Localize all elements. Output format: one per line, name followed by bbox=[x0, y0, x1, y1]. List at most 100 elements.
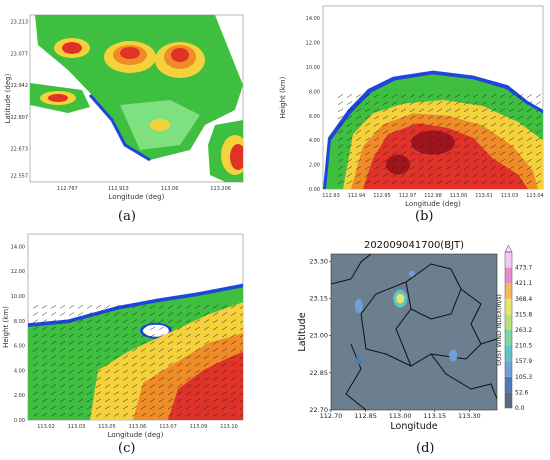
y-tick-b: 2.00 bbox=[309, 163, 320, 169]
field-c bbox=[28, 283, 243, 420]
chart-c: 113.02 113.03 113.05 113.06 113.07 113.09 113.… bbox=[2, 233, 244, 439]
colorbar-tick: 210.5 bbox=[515, 343, 532, 350]
x-tick-b: 112.95 bbox=[373, 193, 391, 199]
y-tick-b: 4.00 bbox=[309, 138, 320, 144]
chart-d: 112.70 112.85 113.00 113.15 113.30 22.70 22.85… bbox=[297, 240, 532, 432]
wind-barbs-c bbox=[32, 305, 243, 417]
y-tick-c: 6.00 bbox=[14, 344, 25, 350]
colorbar-label: GUST WIND INDEX(m/s) bbox=[496, 294, 503, 366]
x-tick-a: 112.913 bbox=[108, 186, 129, 192]
y-tick-d: 23.00 bbox=[309, 332, 328, 340]
boundary-inner2-d bbox=[395, 308, 412, 367]
x-label-d: Longitude bbox=[390, 421, 437, 432]
colorbar-segment bbox=[505, 252, 512, 268]
field-a bbox=[30, 15, 243, 182]
colorbar-tick: 105.3 bbox=[515, 374, 532, 381]
caption-c: (c) bbox=[118, 441, 136, 456]
colorbar-segment bbox=[505, 392, 512, 408]
cell-a3-red bbox=[171, 48, 189, 62]
colorbar-segment bbox=[505, 283, 512, 299]
colorbar-tick: 368.4 bbox=[515, 296, 532, 303]
panel-b: 112.93 112.94 112.95 112.97 112.98 113.00 113.… bbox=[275, 0, 550, 230]
x-tick-a: 113.06 bbox=[161, 186, 179, 192]
field-b bbox=[323, 70, 543, 189]
colorbar-segment bbox=[505, 298, 512, 315]
colorbar-tick: 473.7 bbox=[515, 265, 532, 272]
colorbar-tick: 263.2 bbox=[515, 327, 532, 334]
x-tick-a: 112.767 bbox=[57, 186, 78, 192]
map-field-d bbox=[331, 254, 497, 410]
y-tick-a: 22.557 bbox=[11, 174, 29, 180]
cell-a4-red bbox=[48, 94, 68, 102]
core-b1 bbox=[411, 130, 455, 155]
y-tick-b: 14.00 bbox=[306, 16, 320, 22]
x-tick-d: 113.30 bbox=[458, 412, 481, 420]
y-tick-a: 23.213 bbox=[11, 19, 29, 25]
y-tick-c: 14.00 bbox=[11, 244, 25, 250]
edge-blue-a bbox=[88, 94, 151, 162]
y-tick-c: 10.00 bbox=[11, 294, 25, 300]
y-label-c: Height (km) bbox=[2, 306, 10, 348]
core-b2 bbox=[386, 154, 410, 175]
panel-d: 112.70 112.85 113.00 113.15 113.30 22.70 22.85… bbox=[275, 230, 550, 460]
y-tick-b: 8.00 bbox=[309, 89, 320, 95]
x-tick-c: 113.07 bbox=[159, 424, 177, 430]
x-label-a: Longitude (deg) bbox=[109, 193, 165, 201]
chart-b: 112.93 112.94 112.95 112.97 112.98 113.00 113.… bbox=[279, 5, 544, 208]
gust-cell-1-core bbox=[396, 293, 405, 304]
x-tick-c: 113.03 bbox=[68, 424, 86, 430]
y-label-b: Height (km) bbox=[279, 76, 287, 118]
cell-a6-yellow bbox=[150, 119, 170, 131]
colorbar-arrow bbox=[504, 244, 513, 253]
cell-a5-red bbox=[230, 144, 243, 170]
colorbar-tick: 0.0 bbox=[515, 405, 525, 412]
x-tick-b: 113.00 bbox=[450, 193, 468, 199]
y-tick-c: 8.00 bbox=[14, 319, 25, 325]
echo-red-c bbox=[168, 351, 243, 420]
y-tick-c: 4.00 bbox=[14, 368, 25, 374]
chart-title-d: 202009041700(BJT) bbox=[364, 240, 464, 251]
y-tick-a: 22.942 bbox=[11, 83, 29, 89]
colorbar-tick: 421.1 bbox=[515, 280, 532, 287]
y-label-a: Latitude (deg) bbox=[4, 73, 12, 123]
y-label-d: Latitude bbox=[297, 312, 308, 351]
panel-c: 113.02 113.03 113.05 113.06 113.07 113.09 113.… bbox=[0, 230, 275, 460]
colorbar-segment bbox=[505, 376, 512, 393]
y-tick-b: 12.00 bbox=[306, 41, 320, 47]
colorbar-segment bbox=[505, 314, 512, 330]
colorbar-segment bbox=[505, 267, 512, 284]
y-tick-b: 6.00 bbox=[309, 114, 320, 120]
y-tick-a: 23.077 bbox=[11, 51, 29, 57]
colorbar-segment bbox=[505, 361, 512, 377]
colorbar-tick: 315.8 bbox=[515, 311, 532, 318]
x-tick-b: 112.93 bbox=[322, 193, 340, 199]
x-tick-b: 112.94 bbox=[348, 193, 366, 199]
y-tick-c: 12.00 bbox=[11, 269, 25, 275]
boundary-e-d bbox=[480, 338, 497, 345]
x-tick-a: 113.206 bbox=[210, 186, 231, 192]
y-tick-c: 0.00 bbox=[14, 418, 25, 424]
y-tick-a: 22.807 bbox=[11, 115, 29, 121]
boundary-nw-d bbox=[331, 254, 372, 285]
gust-cell-3 bbox=[449, 349, 458, 362]
x-label-b: Longitude (deg) bbox=[405, 200, 461, 208]
colorbar-tick: 157.9 bbox=[515, 358, 532, 365]
gust-cell-5 bbox=[355, 356, 362, 365]
x-tick-b: 113.03 bbox=[501, 193, 519, 199]
x-tick-b: 113.01 bbox=[475, 193, 493, 199]
chart-a: 112.767 112.913 113.06 113.206 23.213 23.077 2… bbox=[4, 14, 244, 201]
caption-d: (d) bbox=[416, 441, 435, 456]
x-tick-d: 112.85 bbox=[354, 412, 377, 420]
x-tick-c: 113.10 bbox=[220, 424, 238, 430]
x-tick-b: 112.98 bbox=[424, 193, 442, 199]
boundary-sw-d bbox=[345, 343, 367, 410]
colorbar-frame bbox=[504, 251, 513, 409]
x-tick-c: 113.06 bbox=[129, 424, 147, 430]
x-tick-b: 113.04 bbox=[526, 193, 544, 199]
cell-a1-red bbox=[62, 42, 82, 54]
gust-cell-2 bbox=[354, 299, 363, 313]
y-tick-a: 22.673 bbox=[11, 146, 29, 152]
x-tick-d: 113.15 bbox=[423, 412, 446, 420]
boundary-se-d bbox=[430, 353, 497, 400]
gust-cell-4 bbox=[408, 270, 415, 277]
